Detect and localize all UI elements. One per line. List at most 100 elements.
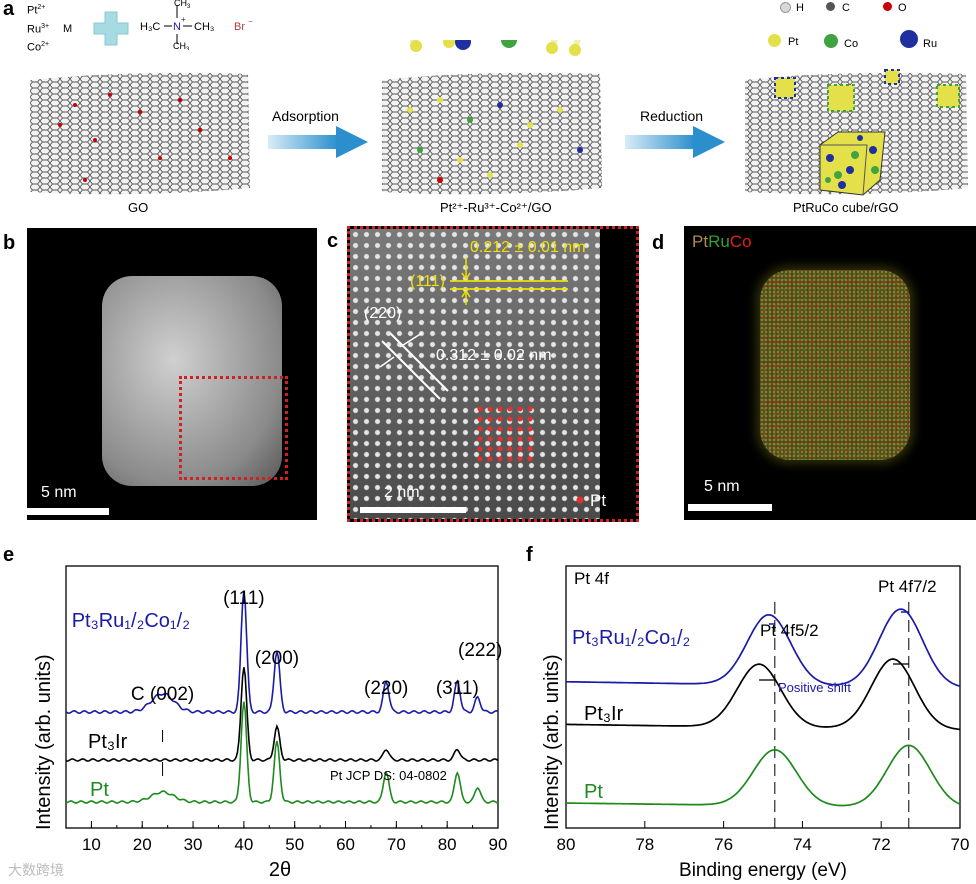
- legend-h: H: [796, 2, 804, 14]
- adsorbed-sheet: [382, 72, 602, 195]
- plus-icon: [93, 11, 129, 46]
- xrd-tick-label: 50: [285, 835, 304, 854]
- surfactant-br: Br: [234, 21, 245, 33]
- h-atom-icon: [780, 2, 791, 13]
- xps-tick-label: 80: [557, 835, 576, 854]
- reduction-arrow: [625, 126, 725, 158]
- metal-symbol: M: [63, 23, 73, 36]
- o-atom-icon: [883, 2, 892, 11]
- surfactant-n: N: [173, 21, 181, 33]
- xrd-series-line: [65, 591, 499, 715]
- xrd-tick-label: 80: [438, 835, 457, 854]
- nanocubes: [774, 69, 960, 196]
- eds-ru: Ru: [708, 232, 730, 251]
- ion-ru-charge: 3+: [41, 22, 50, 30]
- xrd-peak-label: C (002): [131, 684, 194, 705]
- xrd-y-label: Intensity (arb. units): [33, 654, 55, 830]
- xrd-tick-label: 60: [336, 835, 355, 854]
- xrd-peak-label: (220): [364, 678, 408, 699]
- panel-letter-f: f: [526, 544, 533, 566]
- adsorption-arrow: [268, 126, 368, 158]
- xrd-lines: [65, 591, 499, 804]
- xrd-series-line: [65, 667, 499, 762]
- xrd-peak-labels: (111) (200) (220) (311) (222) C (002): [131, 588, 502, 776]
- surfactant-minus: −: [248, 17, 253, 26]
- legend-co: Co: [844, 38, 859, 50]
- xps-tick-label: 70: [951, 835, 970, 854]
- reduction-label: Reduction: [640, 108, 704, 124]
- xrd-tick-label: 90: [489, 835, 508, 854]
- xps-series-pt3ir: Pt₃Ir: [584, 703, 624, 725]
- eds-map: [760, 270, 910, 460]
- ion-co-charge: 2+: [41, 41, 50, 49]
- go-sheet: [30, 72, 250, 195]
- panel-d-scale-bar: [688, 504, 772, 511]
- ion-ru: Ru: [27, 23, 42, 36]
- xps-series-line: [566, 608, 961, 687]
- panel-d-scale-label: 5 nm: [704, 478, 740, 495]
- surfactant-h3c: H₃C: [140, 21, 160, 33]
- xrd-x-label: 2θ: [269, 859, 291, 881]
- ion-list: Pt2+ Ru3+ M Co2+: [27, 0, 72, 56]
- legend-o: O: [898, 2, 907, 14]
- watermark: 大数跨境: [8, 862, 64, 878]
- graphene-sheets: [30, 40, 968, 196]
- xps-series-ptruco: Pt₃Ru₁/₂Co₁/₂: [572, 627, 690, 649]
- xrd-peak-label: (222): [458, 640, 502, 661]
- xrd-tick-label: 20: [133, 835, 152, 854]
- ion-co: Co: [27, 41, 42, 54]
- xrd-tick-label: 30: [184, 835, 203, 854]
- rgo-caption: PtRuCo cube/rGO: [793, 200, 899, 215]
- xps-chart: Intensity (arb. units) 80 78 76 74 72 70 Pt 4…: [541, 565, 970, 881]
- xps-shift-label: Positive shift: [778, 680, 851, 695]
- xps-tick-label: 76: [714, 835, 733, 854]
- ru-atom-icon: [900, 30, 918, 48]
- xps-series-pt: Pt: [584, 781, 603, 803]
- legend-ru: Ru: [923, 38, 938, 50]
- xps-tick-label: 74: [793, 835, 812, 854]
- xps-tick-label: 78: [635, 835, 654, 854]
- panel-letter-d: d: [652, 232, 665, 254]
- plane220-label: (220): [364, 305, 402, 322]
- go-caption: GO: [128, 200, 149, 215]
- xrd-peak-label: (111): [223, 588, 265, 609]
- oxygen-dots: [58, 93, 232, 182]
- panel-b-image: 5 nm: [27, 228, 317, 520]
- panel-b-scale-label: 5 nm: [41, 484, 77, 501]
- xps-peak-label-72: Pt 4f7/2: [878, 577, 937, 596]
- panel-c-scale-label: 2 nm: [384, 484, 420, 501]
- panel-b-scale-bar: [27, 508, 109, 515]
- adsorbed-ions: [407, 97, 583, 183]
- d220-label: 0.312 ± 0.02 nm: [436, 347, 552, 364]
- zoom-box: [179, 376, 288, 480]
- pt-atom-icon: [768, 34, 781, 47]
- plane111-label: (111): [410, 273, 445, 290]
- xrd-tick-label: 10: [82, 835, 101, 854]
- xps-series-line: [566, 658, 961, 731]
- xrd-series-ptruco: Pt₃Ru₁/₂Co₁/₂: [72, 610, 190, 632]
- c-atom-icon: [826, 2, 835, 11]
- surfactant-plus: +: [181, 15, 186, 24]
- xps-series-line: [565, 744, 961, 807]
- xps-ticks: 80 78 76 74 72 70: [557, 821, 970, 854]
- xrd-series-pt: Pt: [90, 779, 109, 801]
- ion-pt: Pt: [27, 4, 38, 17]
- adsorption-label: Adsorption: [272, 108, 339, 124]
- eds-title: PtRuCo: [692, 232, 752, 252]
- xrd-ticks: 10 20 30 40 50 60 70 80 90: [65, 821, 508, 854]
- eds-co: Co: [729, 232, 752, 251]
- legend-c: C: [842, 2, 850, 14]
- panel-c-scale-bar: [360, 507, 466, 513]
- svg-text:3: 3: [187, 4, 191, 10]
- co-atom-icon: [824, 34, 838, 48]
- panel-letter-c: c: [327, 230, 339, 252]
- xps-y-label: Intensity (arb. units): [541, 654, 563, 830]
- surfactant-ch3: CH₃: [194, 21, 214, 33]
- svg-text:CH: CH: [174, 0, 187, 8]
- svg-text:CH: CH: [173, 41, 186, 50]
- xrd-tick-label: 70: [387, 835, 406, 854]
- nanocube-image: [102, 276, 282, 486]
- xps-x-label: Binding energy (eV): [679, 860, 847, 881]
- d111-label: 0.212 ± 0.01 nm: [470, 239, 586, 256]
- panel-letter-b: b: [3, 232, 16, 254]
